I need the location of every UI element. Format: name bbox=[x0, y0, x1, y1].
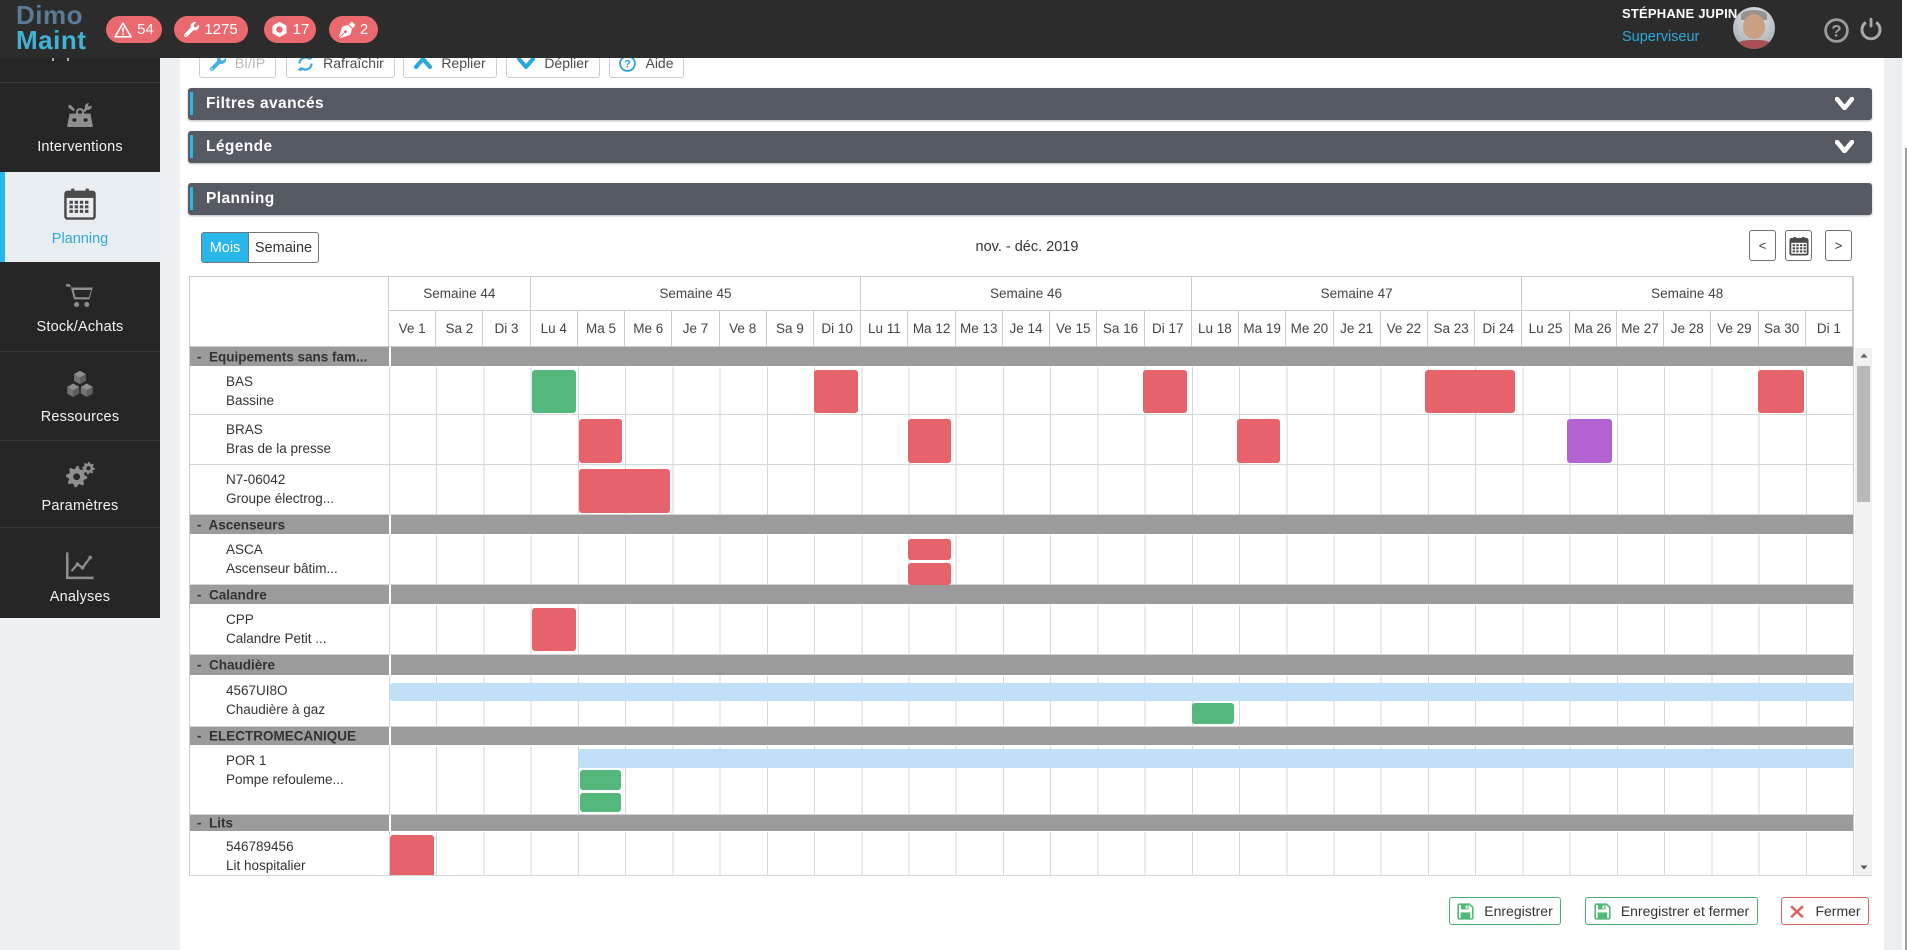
svg-text:?: ? bbox=[1831, 22, 1841, 41]
svg-text:?: ? bbox=[625, 58, 632, 70]
